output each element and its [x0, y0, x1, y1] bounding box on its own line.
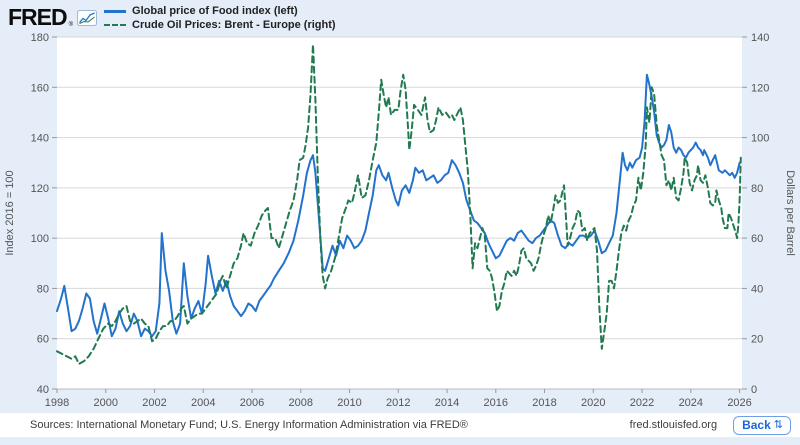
footer-bar: Sources: International Monetary Fund; U.… [0, 413, 800, 437]
site-link[interactable]: fred.stlouisfed.org [629, 419, 718, 431]
right-axis-tick-label: 60 [751, 233, 763, 245]
legend-label-oil: Crude Oil Prices: Brent - Europe (right) [132, 19, 336, 31]
left-axis-tick-label: 140 [31, 133, 49, 145]
x-axis-tick-label: 2008 [289, 397, 313, 409]
left-axis-tick-label: 100 [31, 233, 49, 245]
legend-item-oil: Crude Oil Prices: Brent - Europe (right) [104, 19, 336, 31]
left-axis-tick-label: 60 [37, 334, 49, 346]
x-axis-tick-label: 2002 [142, 397, 166, 409]
left-axis-tick-label: 120 [31, 183, 49, 195]
series-food-index-line [56, 73, 741, 338]
plot-background [57, 37, 742, 389]
x-axis-tick-label: 2026 [727, 397, 751, 409]
back-button[interactable]: Back ⇅ [733, 415, 791, 435]
x-axis-tick-label: 2006 [240, 397, 264, 409]
header: FRED ® Global price of Food index (left)… [8, 4, 336, 31]
x-axis-tick-label: 2010 [337, 397, 361, 409]
fred-logo-text[interactable]: FRED [8, 4, 68, 30]
left-axis-title: Index 2016 = 100 [4, 170, 16, 255]
back-button-label: Back [742, 417, 771, 432]
chart-area[interactable]: 40 0 60 20 80 40 100 60 120 80 140 100 160 120 180 140 1… [0, 0, 800, 412]
left-axis-tick-label: 180 [31, 32, 49, 44]
legend-label-food: Global price of Food index (left) [132, 5, 298, 17]
x-axis-tick-label: 2020 [581, 397, 605, 409]
x-axis-tick-label: 2022 [630, 397, 654, 409]
fred-chart-icon [77, 9, 98, 26]
right-axis-tick-label: 80 [751, 183, 763, 195]
right-axis-tick-label: 40 [751, 283, 763, 295]
price-chart[interactable]: 40 0 60 20 80 40 100 60 120 80 140 100 160 120 180 140 1… [0, 0, 800, 412]
series-brent-oil-line [56, 43, 742, 365]
x-axis-tick-label: 2012 [386, 397, 410, 409]
sources-text: Sources: International Monetary Fund; U.… [30, 419, 468, 431]
food-line-swatch [104, 9, 127, 13]
x-axis-tick-label: 2004 [191, 397, 215, 409]
right-axis-tick-label: 20 [751, 334, 763, 346]
right-axis-title: Dollars per Barrel [784, 170, 796, 256]
fred-logo[interactable]: FRED ® [8, 4, 98, 30]
x-axis-tick-label: 2000 [94, 397, 118, 409]
right-axis-tick-label: 0 [751, 384, 757, 396]
left-axis-tick-label: 160 [31, 82, 49, 94]
x-axis-tick-label: 2014 [435, 397, 459, 409]
left-axis-tick-label: 40 [37, 384, 49, 396]
x-axis-tick-label: 1998 [45, 397, 69, 409]
legend: Global price of Food index (left) Crude … [104, 4, 336, 31]
x-axis-tick-label: 2024 [679, 397, 703, 409]
right-axis-tick-label: 120 [751, 82, 769, 94]
registered-mark: ® [68, 22, 74, 28]
up-down-arrows-icon: ⇅ [773, 419, 783, 431]
left-axis-tick-label: 80 [37, 283, 49, 295]
right-axis-tick-label: 100 [751, 133, 769, 145]
x-axis-tick-label: 2016 [484, 397, 508, 409]
legend-item-food: Global price of Food index (left) [104, 5, 336, 17]
x-axis-tick-label: 2018 [532, 397, 556, 409]
right-axis-tick-label: 140 [751, 32, 769, 44]
oil-line-swatch [104, 24, 127, 26]
